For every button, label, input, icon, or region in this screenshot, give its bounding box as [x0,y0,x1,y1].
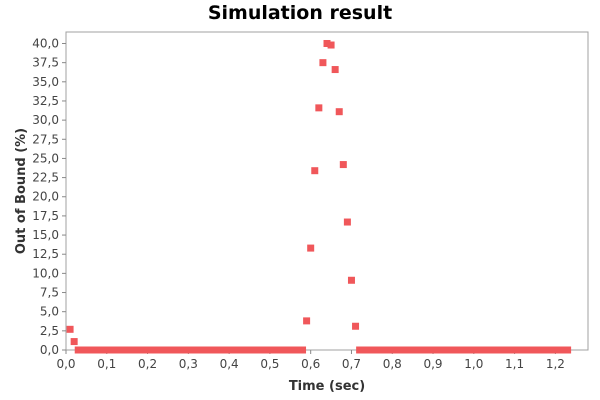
x-tick-label: 0,2 [138,357,157,371]
x-tick-label: 0,6 [301,357,320,371]
y-tick-label: 12,5 [32,247,59,261]
data-point [66,325,74,333]
y-tick-label: 15,0 [32,228,59,242]
data-point [303,317,311,325]
data-marks [66,39,572,354]
data-point [331,66,339,74]
y-tick-label: 27,5 [32,132,59,146]
y-tick-label: 25,0 [32,151,59,165]
data-point [70,338,78,346]
y-tick-label: 37,5 [32,56,59,70]
data-point [327,41,335,49]
y-axis-label: Out of Bound (%) [14,128,29,254]
y-tick-label: 30,0 [32,113,59,127]
y-tick-label: 35,0 [32,75,59,89]
zero-value-points [74,346,307,354]
y-tick-label: 32,5 [32,94,59,108]
y-tick-label: 40,0 [32,36,59,50]
chart-title: Simulation result [207,2,393,24]
data-point [347,276,355,284]
data-point [335,108,343,116]
data-point [339,161,347,169]
axes: 0,0 0,1 0,2 0,3 0,4 0,5 0,6 0,7 0,8 0,9 1,0 1,1 1,2 0… [32,36,565,371]
x-tick-label: 0,3 [179,357,198,371]
x-tick-label: 0,0 [56,357,75,371]
x-tick-label: 0,1 [97,357,116,371]
x-tick-label: 1,0 [464,357,483,371]
x-axis-label: Time (sec) [289,379,365,394]
y-tick-label: 2,5 [40,324,59,338]
y-tick-label: 10,0 [32,266,59,280]
y-tick-label: 20,0 [32,190,59,204]
x-tick-label: 1,2 [546,357,565,371]
data-point [323,39,331,47]
plot-area [65,31,589,351]
data-point [315,104,323,112]
x-tick-label: 0,5 [260,357,279,371]
x-tick-label: 0,8 [383,357,402,371]
x-tick-label: 0,4 [220,357,239,371]
x-tick-label: 1,1 [505,357,524,371]
data-point [352,322,360,330]
x-tick-label: 0,7 [342,357,361,371]
y-tick-label: 7,5 [40,286,59,300]
y-tick-label: 17,5 [32,209,59,223]
y-tick-label: 22,5 [32,171,59,185]
y-tick-label: 5,0 [40,305,59,319]
data-point [311,167,319,175]
data-point [319,59,327,67]
data-point [307,244,315,252]
zero-value-points [356,346,572,354]
data-point [343,218,351,226]
x-tick-label: 0,9 [423,357,442,371]
y-tick-label: 0,0 [40,343,59,357]
